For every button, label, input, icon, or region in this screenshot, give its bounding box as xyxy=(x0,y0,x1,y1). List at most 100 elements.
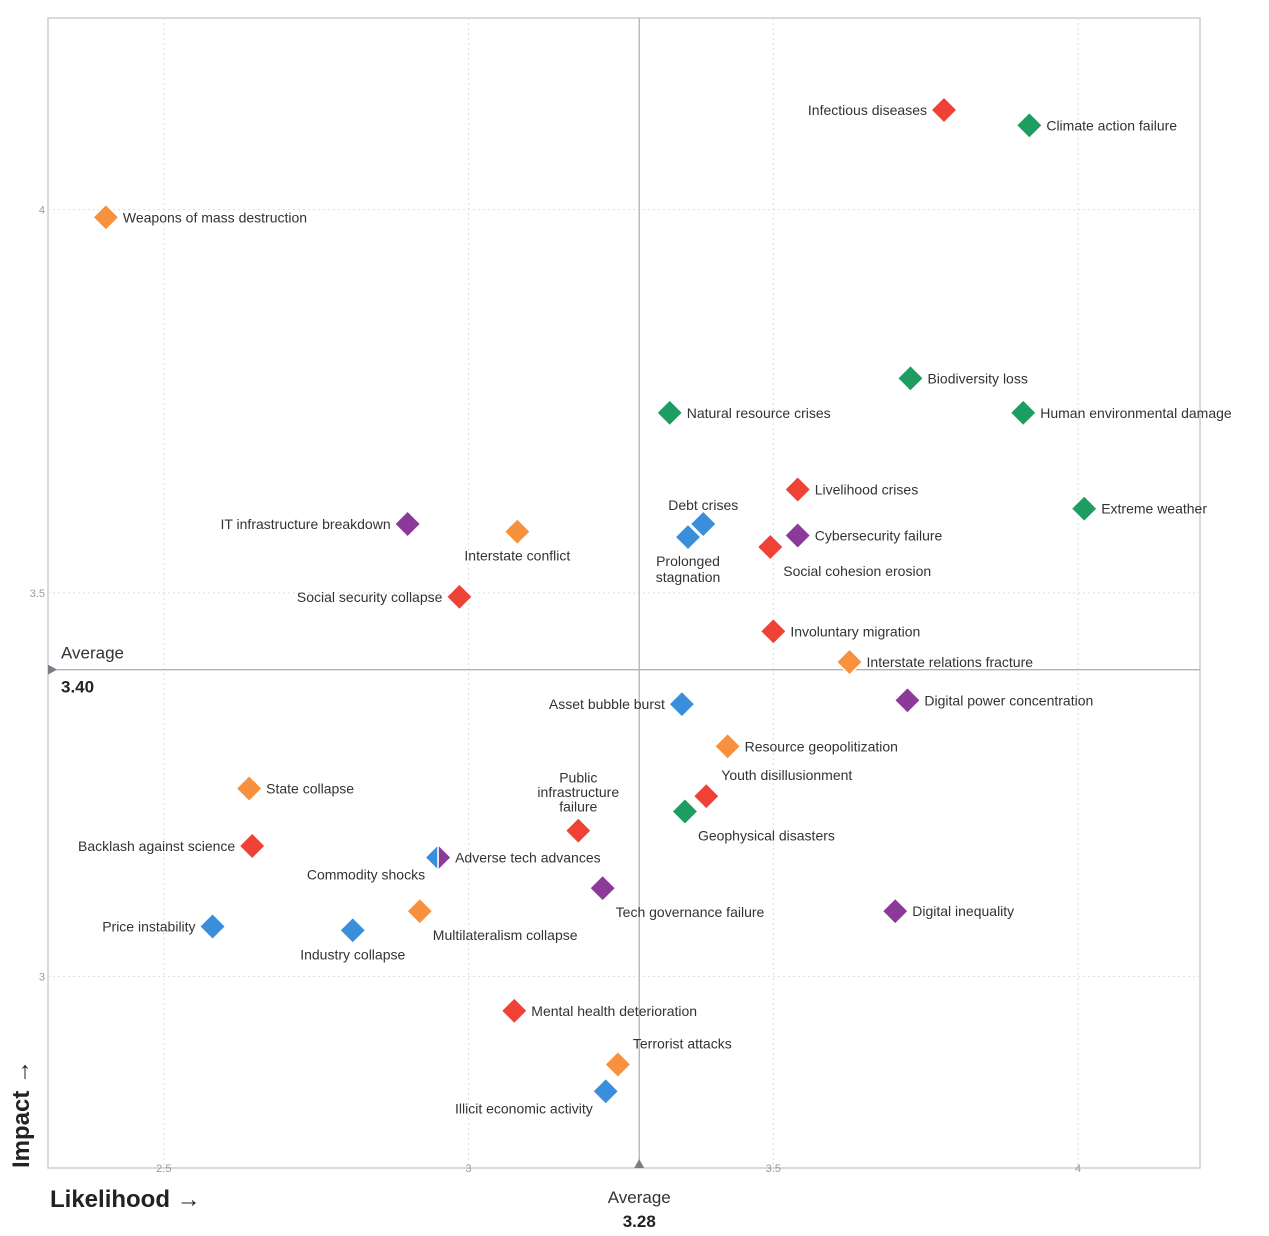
diamond-marker xyxy=(1009,398,1038,427)
diamond-marker xyxy=(783,475,812,504)
diamond-marker xyxy=(756,532,785,562)
point-industry-collapse[interactable]: Industry collapse xyxy=(300,916,405,962)
point-label: Prolonged xyxy=(656,553,720,569)
diamond-marker xyxy=(1070,494,1099,523)
diamond-marker xyxy=(238,831,267,861)
diamond-marker xyxy=(929,95,959,125)
x-tick-label: 3.5 xyxy=(766,1163,781,1175)
diamond-marker xyxy=(881,897,910,926)
point-label: Digital inequality xyxy=(912,903,1014,919)
point-debt-crises[interactable]: Debt crises xyxy=(668,497,738,539)
diamond-marker xyxy=(667,690,696,719)
point-label: stagnation xyxy=(656,569,721,585)
point-natural-resource-crises[interactable]: Natural resource crises xyxy=(655,398,831,427)
point-label: Debt crises xyxy=(668,497,738,513)
point-cybersecurity-failure[interactable]: Cybersecurity failure xyxy=(783,521,943,550)
point-label: Interstate conflict xyxy=(464,548,570,564)
y-tick-label: 3.5 xyxy=(30,588,45,600)
point-label: infrastructure xyxy=(537,784,619,800)
diamond-marker xyxy=(445,582,474,611)
point-label: IT infrastructure breakdown xyxy=(220,516,390,532)
diamond-marker xyxy=(1015,111,1044,140)
point-label: Asset bubble burst xyxy=(549,696,665,712)
point-adverse-tech-advances[interactable]: Adverse tech advances xyxy=(424,842,601,873)
diamond-marker xyxy=(896,364,925,393)
point-it-infrastructure-breakdown[interactable]: IT infrastructure breakdown xyxy=(220,509,422,539)
point-price-instability[interactable]: Price instability xyxy=(102,912,227,941)
average-impact-value: 3.40 xyxy=(61,678,94,697)
diamond-marker xyxy=(588,874,617,903)
point-label: Industry collapse xyxy=(300,946,405,962)
point-label: Adverse tech advances xyxy=(455,850,601,866)
diamond-marker xyxy=(673,522,703,552)
average-likelihood-value: 3.28 xyxy=(623,1212,656,1231)
point-label: Infectious diseases xyxy=(808,102,927,118)
y-tick-label: 3 xyxy=(39,971,45,983)
diamond-marker xyxy=(783,521,812,550)
point-extreme-weather[interactable]: Extreme weather xyxy=(1070,494,1207,523)
x-tick-label: 3 xyxy=(466,1163,472,1175)
point-weapons-of-mass-destruction[interactable]: Weapons of mass destruction xyxy=(91,203,307,232)
point-label: Social cohesion erosion xyxy=(783,563,931,579)
diamond-marker xyxy=(893,686,922,715)
point-label: Youth disillusionment xyxy=(721,767,852,783)
point-asset-bubble-burst[interactable]: Asset bubble burst xyxy=(549,690,696,719)
average-lines: Average 3.40 Average 3.28 xyxy=(48,18,1200,1231)
diamond-marker xyxy=(338,916,367,945)
diamond-marker xyxy=(503,517,532,546)
point-label: Interstate relations fracture xyxy=(867,654,1034,670)
point-label: Involuntary migration xyxy=(790,623,920,639)
point-youth-disillusionment[interactable]: Youth disillusionment xyxy=(692,767,852,811)
point-interstate-relations-fracture[interactable]: Interstate relations fracture xyxy=(835,647,1034,677)
point-digital-power-concentration[interactable]: Digital power concentration xyxy=(893,686,1093,715)
diamond-marker xyxy=(405,897,434,926)
diamond-marker xyxy=(835,647,864,677)
point-tech-governance-failure[interactable]: Tech governance failure xyxy=(588,874,765,920)
point-geophysical-disasters[interactable]: Geophysical disasters xyxy=(670,797,835,844)
point-label: Multilateralism collapse xyxy=(433,927,578,943)
point-label: failure xyxy=(559,799,597,815)
point-label: Weapons of mass destruction xyxy=(123,209,307,225)
points-layer: Infectious diseases Climate action failur… xyxy=(78,95,1232,1116)
point-human-environmental-damage[interactable]: Human environmental damage xyxy=(1009,398,1232,427)
point-involuntary-migration[interactable]: Involuntary migration xyxy=(759,617,920,646)
point-social-cohesion-erosion[interactable]: Social cohesion erosion xyxy=(756,532,931,579)
point-label: Resource geopolitization xyxy=(745,738,898,754)
point-label: Cybersecurity failure xyxy=(815,528,943,544)
diamond-marker xyxy=(603,1050,632,1079)
point-illicit-economic-activity[interactable]: Illicit economic activity xyxy=(455,1077,620,1116)
point-mental-health-deterioration[interactable]: Mental health deterioration xyxy=(500,996,697,1025)
point-label: Human environmental damage xyxy=(1040,405,1232,421)
diamond-marker-left xyxy=(424,842,439,873)
point-resource-geopolitization[interactable]: Resource geopolitization xyxy=(713,732,898,761)
average-likelihood-label: Average xyxy=(608,1188,671,1207)
point-multilateralism-collapse[interactable]: Multilateralism collapse xyxy=(405,897,578,943)
point-state-collapse[interactable]: State collapse xyxy=(235,774,354,803)
diamond-marker xyxy=(500,996,529,1025)
diamond-marker xyxy=(91,203,120,232)
point-digital-inequality[interactable]: Digital inequality xyxy=(881,897,1014,926)
diamond-marker xyxy=(655,398,684,427)
diamond-marker-right xyxy=(437,842,453,873)
diamond-marker xyxy=(198,912,227,941)
average-impact-marker xyxy=(48,664,57,675)
y-axis-title: Impact → xyxy=(8,1060,35,1168)
point-terrorist-attacks[interactable]: Terrorist attacks xyxy=(603,1036,732,1079)
diamond-marker xyxy=(759,617,788,646)
point-commodity-shocks[interactable]: Commodity shocks xyxy=(307,867,425,883)
point-label: Biodiversity loss xyxy=(927,370,1027,386)
point-interstate-conflict[interactable]: Interstate conflict xyxy=(464,517,570,564)
point-biodiversity-loss[interactable]: Biodiversity loss xyxy=(896,364,1028,393)
point-livelihood-crises[interactable]: Livelihood crises xyxy=(783,475,919,504)
point-label: State collapse xyxy=(266,781,354,797)
point-label: Social security collapse xyxy=(297,589,443,605)
diamond-marker xyxy=(689,509,718,539)
point-infectious-diseases[interactable]: Infectious diseases xyxy=(808,95,959,125)
point-climate-action-failure[interactable]: Climate action failure xyxy=(1015,111,1177,140)
point-social-security-collapse[interactable]: Social security collapse xyxy=(297,582,474,611)
point-backlash-against-science[interactable]: Backlash against science xyxy=(78,831,267,861)
diamond-marker xyxy=(564,816,593,845)
